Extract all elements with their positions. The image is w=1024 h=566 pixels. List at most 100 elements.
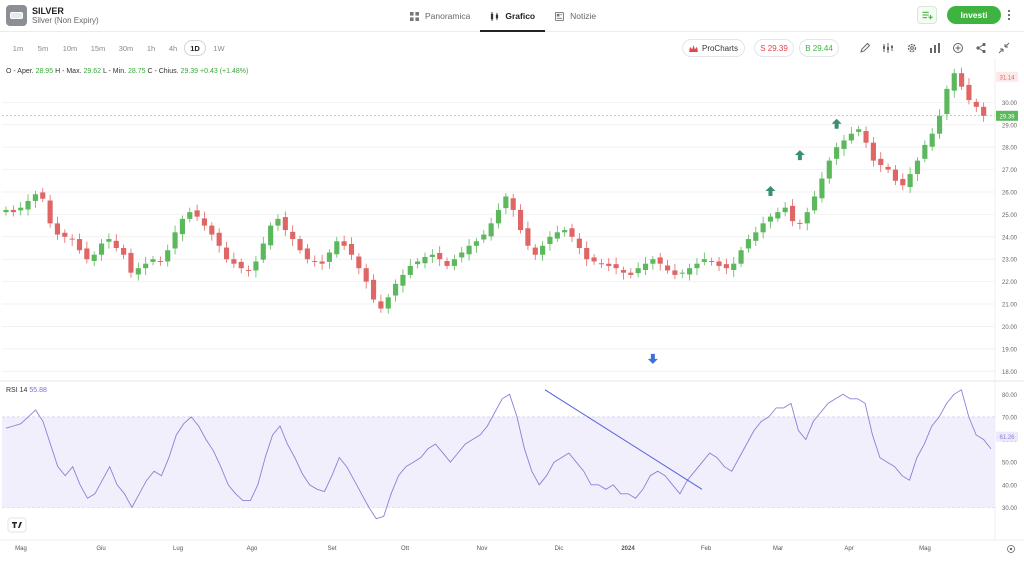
crown-icon xyxy=(689,44,698,52)
collapse-icon[interactable] xyxy=(998,42,1010,54)
candle-body xyxy=(929,133,935,147)
tab-notizie[interactable]: Notizie xyxy=(545,0,606,32)
candle-body xyxy=(231,259,237,264)
gear-icon[interactable] xyxy=(906,42,918,54)
candle-body xyxy=(959,73,965,87)
add-to-watchlist-button[interactable] xyxy=(917,6,937,24)
timeframe-5m[interactable]: 5m xyxy=(37,43,49,53)
rsi-value: 55.88 xyxy=(29,387,47,394)
candle-body xyxy=(290,231,296,240)
timeframe-1d[interactable]: 1D xyxy=(184,40,206,56)
tab-label: Panoramica xyxy=(425,11,471,21)
buy-signal-arrow-icon xyxy=(831,118,842,129)
candle-body xyxy=(106,239,112,242)
candle-body xyxy=(444,261,450,266)
candle-body xyxy=(415,261,421,265)
candle-body xyxy=(223,247,230,260)
chart-type-icon[interactable] xyxy=(929,42,941,54)
chart-area[interactable]: 30.00 29.00 28.00 27.00 26.00 25.00 24.00 23.00… xyxy=(0,58,1024,561)
indicators-icon[interactable] xyxy=(882,42,894,54)
gear-outer xyxy=(1007,545,1015,553)
candle-body xyxy=(451,259,457,266)
candle-body xyxy=(841,140,847,149)
timeframe-30m[interactable]: 30m xyxy=(118,43,134,53)
candle-body xyxy=(62,232,68,237)
high-price-tag xyxy=(996,71,1018,82)
month-label: Ott xyxy=(401,546,409,552)
candle-body xyxy=(856,129,862,132)
candle-body xyxy=(437,252,443,260)
candle-body xyxy=(900,178,906,186)
timeframe-15m[interactable]: 15m xyxy=(90,43,106,53)
month-label: Feb xyxy=(701,546,712,552)
candle-body xyxy=(363,268,369,282)
month-label: Ago xyxy=(247,546,258,552)
candle-body xyxy=(789,205,796,222)
candle-body xyxy=(378,301,384,309)
high-value: 29.62 xyxy=(83,68,101,75)
last-price-tag-text: 29.39 xyxy=(999,114,1015,120)
candle-body xyxy=(466,245,472,255)
draw-pencil-icon[interactable] xyxy=(859,42,871,54)
candle-body xyxy=(194,210,200,217)
price-tick-label: 24.00 xyxy=(1002,235,1018,241)
chart-toolbar: 1m 5m 10m 15m 30m 1h 4h 1D 1W ProCharts … xyxy=(0,38,1024,58)
candle-body xyxy=(804,212,810,224)
candle-body xyxy=(767,216,774,222)
candle-body xyxy=(642,263,649,270)
price-tick-label: 28.00 xyxy=(1002,146,1018,152)
candle-body xyxy=(157,261,163,263)
candle-body xyxy=(370,279,377,300)
buy-signal-arrow-icon xyxy=(765,185,776,196)
candle-body xyxy=(738,250,744,264)
more-vertical-icon[interactable] xyxy=(1007,9,1011,21)
month-label: Dic xyxy=(555,546,564,552)
share-icon[interactable] xyxy=(975,42,987,54)
candle-body xyxy=(936,115,943,134)
tab-label: Grafico xyxy=(505,11,536,21)
ohlc-legend: O - Aper. 28.95 H - Max. 29.62 L - Min. … xyxy=(6,68,248,75)
price-axis: 30.00 29.00 28.00 27.00 26.00 25.00 24.00 23.00… xyxy=(2,71,1018,376)
timeframe-1w[interactable]: 1W xyxy=(213,43,225,53)
procharts-button[interactable]: ProCharts xyxy=(682,39,745,57)
timeframe-1h[interactable]: 1h xyxy=(146,43,156,53)
tab-grafico[interactable]: Grafico xyxy=(480,0,545,32)
candle-body xyxy=(650,259,656,264)
candle-body xyxy=(760,223,766,233)
invest-button[interactable]: Investi xyxy=(947,6,1001,24)
candle-body xyxy=(635,268,641,274)
candle-body xyxy=(510,198,516,210)
candle-body xyxy=(179,218,185,235)
sell-signal-arrow-icon xyxy=(647,353,658,364)
candle-body xyxy=(503,196,509,209)
sell-price-button[interactable]: S 29.39 xyxy=(754,39,794,57)
open-label: O - Aper. xyxy=(6,68,34,75)
candle-body xyxy=(620,269,627,273)
candle-body xyxy=(54,223,61,235)
candle-body xyxy=(348,243,355,255)
rsi-current-tag xyxy=(996,431,1018,442)
timeframe-10m[interactable]: 10m xyxy=(62,43,78,53)
month-label: Mar xyxy=(773,546,783,552)
rsi-tick-label: 50.00 xyxy=(1002,461,1018,467)
add-circle-icon[interactable] xyxy=(952,42,964,54)
candle-body xyxy=(238,261,244,269)
candle-body xyxy=(143,263,149,269)
rsi-line xyxy=(5,389,992,520)
candle-body xyxy=(848,133,854,141)
candle-body xyxy=(356,256,362,269)
candle-body xyxy=(870,142,876,161)
timeframe-4h[interactable]: 4h xyxy=(168,43,178,53)
candle-body xyxy=(907,174,913,188)
candle-body xyxy=(165,250,171,262)
rsi-name: RSI xyxy=(6,387,18,394)
buy-price-button[interactable]: B 29.44 xyxy=(799,39,839,57)
price-chart[interactable]: 30.00 29.00 28.00 27.00 26.00 25.00 24.00 23.00… xyxy=(0,58,1024,561)
tab-panoramica[interactable]: Panoramica xyxy=(400,0,480,32)
candle-body xyxy=(694,263,700,269)
candle-body xyxy=(723,264,729,269)
candle-body xyxy=(32,194,38,201)
candle-body xyxy=(914,160,921,175)
instrument-tabs: Panoramica Grafico Notizie xyxy=(400,0,606,32)
timeframe-1m[interactable]: 1m xyxy=(12,43,24,53)
